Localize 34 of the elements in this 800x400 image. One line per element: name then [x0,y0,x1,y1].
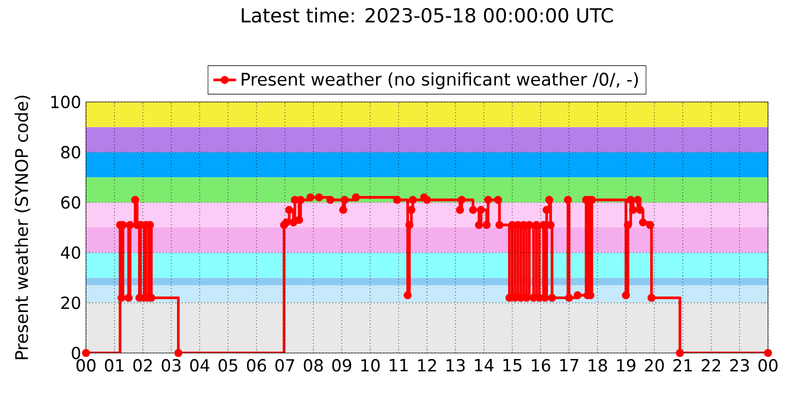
x-tick-label: 04 [190,359,210,372]
legend-label: Present weather (no significant weather /0/, -) [242,72,638,90]
x-tick-label: 00 [758,359,778,372]
x-tick-label: 03 [162,359,181,372]
x-tick-label: 15 [503,359,522,372]
x-tick-label: 20 [644,359,664,372]
x-tick-label: 14 [475,359,494,372]
x-tick-label: 09 [332,359,352,372]
x-tick-label: 02 [133,359,152,372]
x-tick-label: 21 [673,359,692,372]
chart-title: Latest time: 2023-05-18 00:00:00 UTC [242,8,613,23]
x-tick-label: 12 [418,359,436,372]
x-tick-label: 08 [304,359,323,372]
y-tick-label: 40 [60,246,80,259]
y-tick-label: 60 [61,196,80,209]
x-tick-label: 06 [247,359,266,372]
y-axis-title: Present weather (SYNOP code) [14,96,30,360]
x-tick-label: 07 [275,359,294,372]
x-tick-label: 00 [76,359,96,372]
y-tick-label: 0 [72,346,80,360]
x-tick-label: 01 [104,359,124,372]
x-tick-label: 05 [218,359,238,372]
x-tick-label: 18 [588,359,607,372]
x-tick-label: 11 [390,359,408,372]
y-tick-label: 100 [51,96,80,108]
x-tick-label: 16 [532,359,550,372]
x-tick-label: 22 [702,359,720,372]
y-tick-label: 20 [61,296,80,310]
x-tick-label: 19 [617,359,636,372]
y-tick-label: 80 [61,146,80,158]
x-tick-label: 13 [446,359,465,372]
x-tick-label: 10 [361,359,380,372]
x-tick-label: 23 [730,359,749,372]
x-tick-label: 17 [560,359,578,372]
